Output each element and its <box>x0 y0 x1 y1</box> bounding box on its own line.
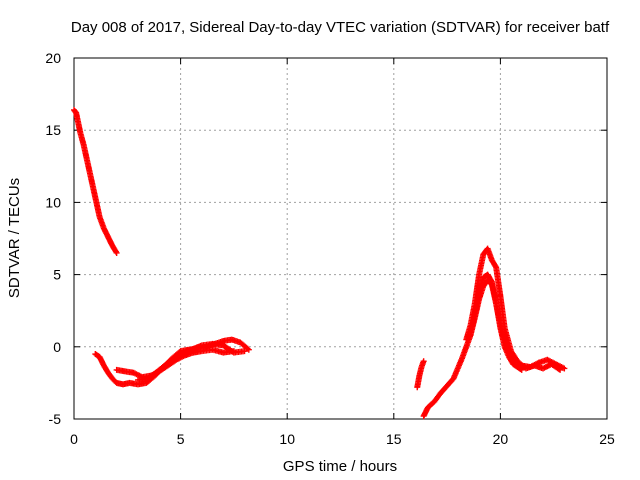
data-point <box>244 345 251 352</box>
series-track-5 <box>414 358 427 391</box>
y-axis-label: SDTVAR / TECUs <box>6 178 23 298</box>
series-track-1 <box>71 106 120 256</box>
y-tick-labels: -5 0 5 10 15 20 <box>45 50 61 427</box>
data-point <box>112 248 119 255</box>
y-tick-label: 15 <box>45 122 61 138</box>
x-tick-label: 20 <box>493 431 509 447</box>
y-tick-label: 10 <box>45 194 61 210</box>
x-tick-label: 10 <box>279 431 295 447</box>
data-point <box>241 348 248 355</box>
data-point <box>488 277 495 284</box>
series-track-8 <box>467 271 568 372</box>
x-axis-label: GPS time / hours <box>283 458 397 475</box>
x-tick-label: 15 <box>386 431 402 447</box>
series-track-4 <box>134 340 248 384</box>
plot-frame <box>73 57 608 420</box>
axis-ticks <box>73 57 608 420</box>
data-point <box>420 358 427 365</box>
data-points <box>71 106 568 420</box>
data-point <box>113 249 120 256</box>
y-tick-label: 0 <box>53 339 61 355</box>
x-tick-labels: 0 5 10 15 20 25 <box>70 431 615 447</box>
y-tick-label: 20 <box>45 50 61 66</box>
data-point <box>492 263 499 270</box>
x-tick-label: 5 <box>177 431 185 447</box>
x-tick-label: 25 <box>599 431 615 447</box>
data-point <box>561 365 568 372</box>
data-point <box>245 346 252 353</box>
y-tick-label: 5 <box>53 267 61 283</box>
y-tick-label: -5 <box>49 411 62 427</box>
chart-title: Day 008 of 2017, Sidereal Day-to-day VTE… <box>71 19 610 36</box>
x-tick-label: 0 <box>70 431 78 447</box>
series-track-3 <box>113 346 237 381</box>
